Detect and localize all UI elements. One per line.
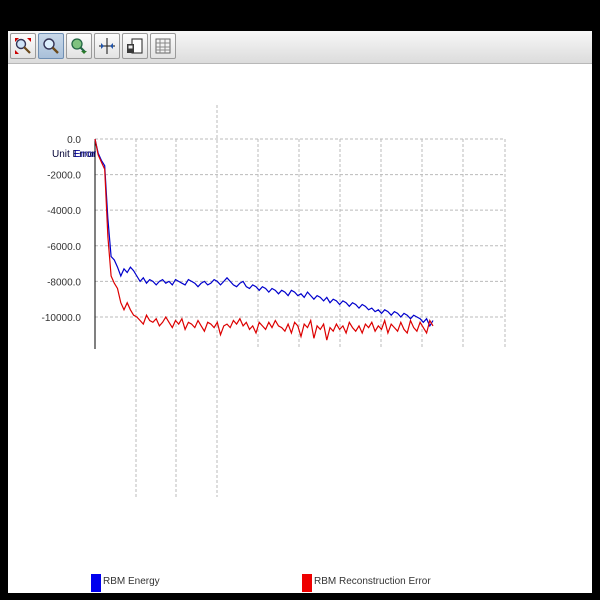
zoom-button[interactable] — [38, 33, 64, 59]
save-button[interactable] — [122, 33, 148, 59]
legend-swatch-energy — [91, 574, 101, 592]
y-tick-label: -8000.0 — [47, 277, 81, 288]
chart-grid — [95, 105, 506, 497]
grid-table-icon — [155, 38, 171, 54]
pan-icon — [71, 38, 87, 54]
pan-button[interactable] — [66, 33, 92, 59]
chart-toolbar — [8, 31, 592, 64]
legend-label-energy: RBM Energy — [103, 576, 160, 587]
chart-series — [94, 138, 434, 341]
y-axis-ticks: 0.0 -2000.0 -4000.0 -6000.0 -8000.0 -10000.0 — [42, 135, 82, 324]
grid-table-button[interactable] — [150, 33, 176, 59]
zoom-icon — [43, 38, 59, 54]
y-tick-label: -10000.0 — [42, 313, 82, 324]
line-chart: 0.0-2000.0-4000.0-6000.0-8000.0-10000.0 … — [42, 105, 506, 497]
chart-window: 0.0 -2000.0 -4000.0 -6000.0 -8000.0 -10000.0 … — [8, 31, 592, 593]
y-tick-label: -6000.0 — [47, 242, 81, 253]
series-line-error — [94, 138, 434, 341]
series-line-energy — [94, 138, 434, 328]
scale-button[interactable] — [94, 33, 120, 59]
zoom-to-fit-button[interactable] — [10, 33, 36, 59]
legend-label-error: RBM Reconstruction Error — [314, 576, 431, 587]
zoom-to-fit-icon — [15, 38, 31, 54]
y-axis-label-1: Unit Error — [52, 149, 95, 160]
y-axis-label-2: Error — [74, 149, 97, 160]
save-icon — [127, 38, 143, 54]
y-tick-label: -4000.0 — [47, 206, 81, 217]
y-tick-label: -2000.0 — [47, 171, 81, 182]
legend-swatch-error — [302, 574, 312, 592]
scale-icon — [99, 38, 115, 54]
y-tick-label: 0.0 — [67, 135, 81, 146]
